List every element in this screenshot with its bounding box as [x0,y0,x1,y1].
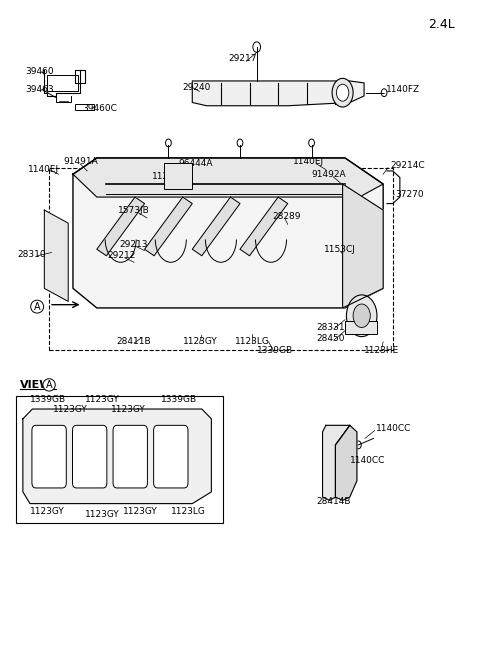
Text: 29214C: 29214C [390,161,425,170]
Polygon shape [240,197,288,255]
Circle shape [283,183,292,196]
FancyBboxPatch shape [164,163,192,189]
Polygon shape [144,197,192,255]
Circle shape [332,79,353,107]
Text: 1140CC: 1140CC [350,456,385,465]
FancyBboxPatch shape [345,321,377,334]
Polygon shape [23,409,211,504]
Text: 29213: 29213 [120,240,148,248]
Circle shape [216,183,226,196]
Text: 39460C: 39460C [83,104,118,113]
Text: 91491A: 91491A [63,157,98,166]
Text: 28450: 28450 [316,334,345,343]
Text: 28414B: 28414B [316,497,351,506]
FancyBboxPatch shape [154,425,188,488]
Text: 91492A: 91492A [312,170,346,179]
FancyBboxPatch shape [72,425,107,488]
Text: 1140EJ: 1140EJ [292,157,324,166]
Text: 39463: 39463 [25,85,54,94]
Text: 1123GY: 1123GY [53,405,88,414]
Polygon shape [44,210,68,301]
Text: 1339GB: 1339GB [257,346,293,356]
Circle shape [144,183,154,196]
Polygon shape [73,158,383,197]
Circle shape [353,304,370,328]
FancyBboxPatch shape [16,396,223,523]
Text: 1123LG: 1123LG [171,507,205,516]
Polygon shape [343,184,383,308]
Text: 1140EJ: 1140EJ [28,164,59,174]
Text: 28411B: 28411B [116,337,151,346]
Polygon shape [73,158,383,308]
Text: A: A [46,380,52,390]
Text: 1153CJ: 1153CJ [324,245,355,253]
Polygon shape [97,197,144,255]
Polygon shape [192,81,364,105]
Polygon shape [336,425,357,500]
Polygon shape [192,197,240,255]
Text: 28289: 28289 [273,212,301,221]
Text: 1123GY: 1123GY [123,507,158,516]
Text: 1123LG: 1123LG [235,337,270,346]
Text: 2.4L: 2.4L [428,18,455,31]
Polygon shape [323,425,350,500]
Text: 28331: 28331 [316,323,345,332]
Text: 28310: 28310 [17,250,46,259]
Text: VIEW: VIEW [20,380,52,390]
Text: 29240: 29240 [183,83,211,92]
Text: 1123HE: 1123HE [364,346,399,355]
Text: 29212: 29212 [108,252,136,260]
Text: 1123GY: 1123GY [183,337,217,346]
Circle shape [347,295,377,337]
Text: 1123GY: 1123GY [85,510,120,519]
Text: 29217: 29217 [228,54,257,64]
Text: 1339GB: 1339GB [30,395,66,403]
Text: 1123GY: 1123GY [111,405,146,414]
Text: 37270: 37270 [395,190,424,199]
Text: 1140FZ: 1140FZ [385,85,420,94]
Text: A: A [34,302,40,312]
Text: 1339GB: 1339GB [161,395,197,403]
Text: 1123GY: 1123GY [85,395,120,403]
Text: 1573JB: 1573JB [118,206,150,215]
Text: 1140CC: 1140CC [376,424,411,433]
Circle shape [336,84,349,101]
FancyBboxPatch shape [113,425,147,488]
Text: 96444A: 96444A [178,159,213,168]
Text: 1123GY: 1123GY [30,507,65,516]
Text: 39460: 39460 [25,67,54,77]
Text: 1129AE: 1129AE [152,172,186,181]
FancyBboxPatch shape [32,425,66,488]
